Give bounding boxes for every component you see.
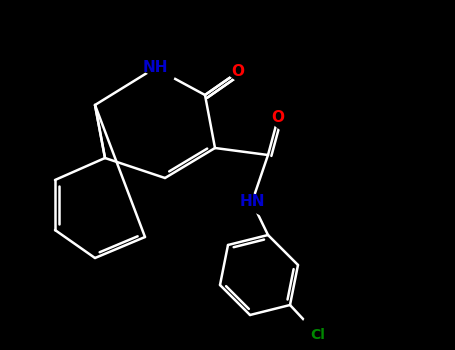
- Text: Cl: Cl: [311, 328, 325, 342]
- Text: O: O: [272, 111, 284, 126]
- Text: HN: HN: [239, 195, 265, 210]
- Text: NH: NH: [142, 61, 168, 76]
- Text: O: O: [232, 64, 244, 79]
